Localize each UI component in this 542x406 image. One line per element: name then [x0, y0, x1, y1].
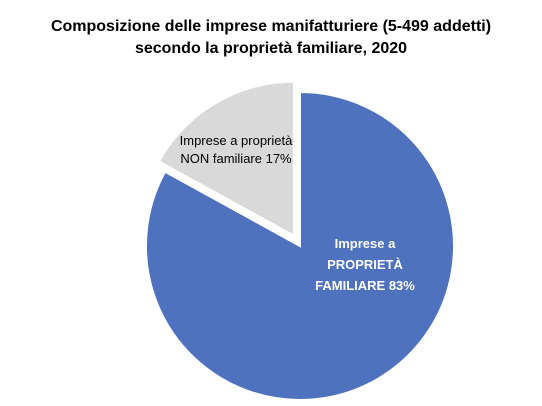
chart-title-line-1: Composizione delle imprese manifatturier… [50, 18, 492, 35]
pie-slice-1 [157, 80, 295, 238]
slice-label-0-line-1: PROPRIETÀ [327, 257, 403, 272]
pie-slice-0 [145, 90, 455, 401]
slice-label-0-line-0: Imprese a [335, 236, 396, 251]
chart-title: Composizione delle imprese manifatturier… [0, 16, 542, 60]
slice-label-1: Imprese a proprietà NON familiare 17% [180, 133, 293, 166]
slice-label-1-line-0: Imprese a proprietà [180, 133, 293, 148]
chart-title-line-2: secondo la proprietà familiare, 2020 [134, 40, 408, 57]
slice-label-0-line-2: FAMILIARE 83% [315, 278, 415, 293]
slice-label-1-line-1: NON familiare 17% [180, 151, 292, 166]
slice-label-0: Imprese a PROPRIETÀ FAMILIARE 83% [315, 236, 415, 293]
